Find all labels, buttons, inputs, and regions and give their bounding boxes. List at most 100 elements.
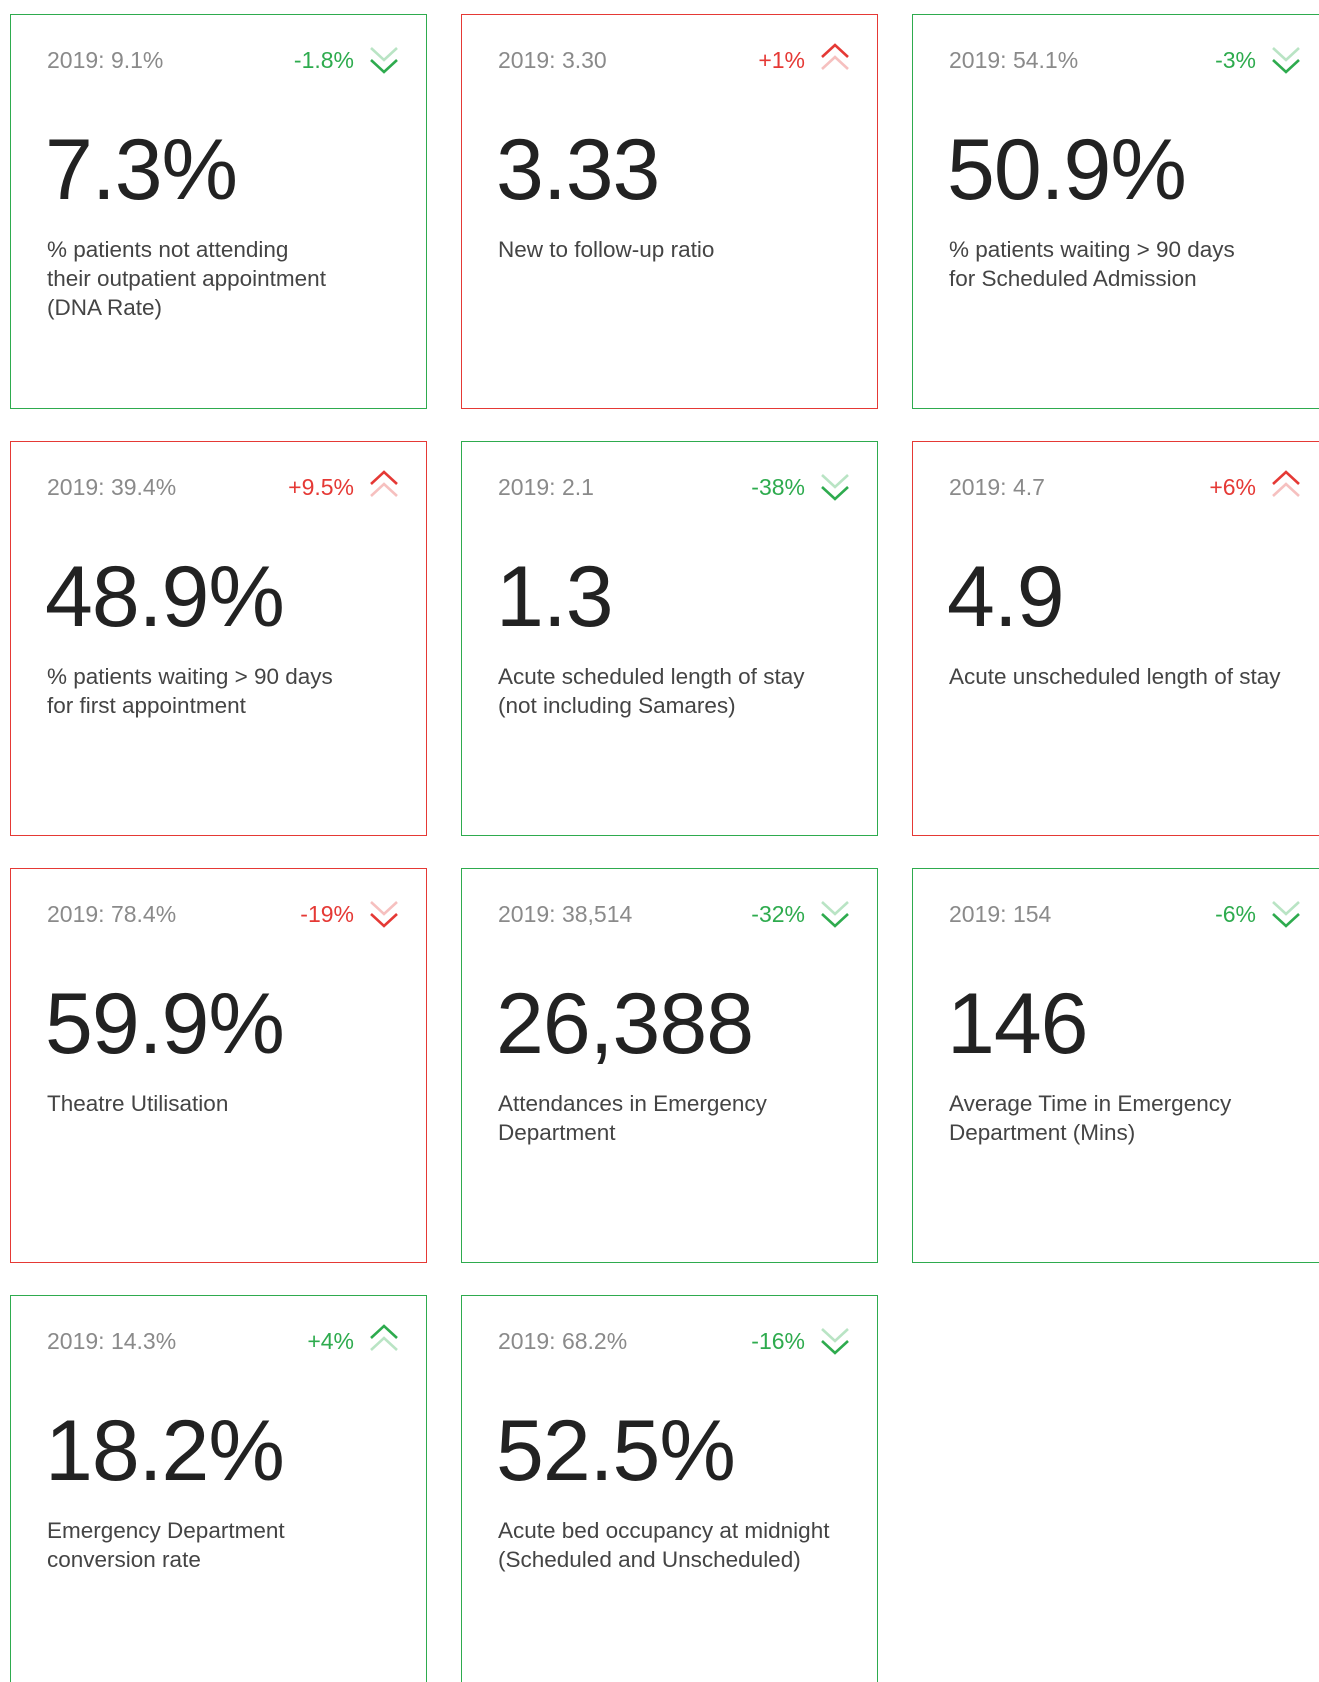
kpi-value: 4.9 [947, 549, 1065, 645]
chevron [1272, 913, 1300, 928]
chevron [1272, 901, 1300, 916]
label-line: for first appointment [47, 693, 246, 718]
label-line: (DNA Rate) [47, 295, 163, 320]
kpi-card: 2019: 78.4% -19% 59.9% Theatre Utilisation [10, 868, 427, 1263]
change-text: -32% [751, 901, 805, 927]
chevron [370, 47, 398, 62]
kpi-value: 146 [947, 976, 1088, 1072]
chevron [821, 486, 849, 501]
chevron [1272, 482, 1300, 497]
kpi-label: % patients waiting > 90 days for first ap… [47, 662, 333, 720]
label-line: Theatre Utilisation [47, 1091, 229, 1116]
baseline-text: 2019: 38,514 [498, 901, 633, 927]
change-text: -38% [751, 474, 805, 500]
baseline-text: 2019: 54.1% [949, 47, 1079, 73]
trend-arrow [370, 47, 398, 74]
chevron [370, 470, 398, 485]
kpi-label: Attendances in Emergency Department [498, 1089, 767, 1147]
trend-arrow [821, 901, 849, 928]
chevron [1272, 59, 1300, 74]
kpi-label: % patients waiting > 90 days for Schedule… [949, 235, 1235, 293]
kpi-label: Acute unscheduled length of stay [949, 662, 1280, 691]
label-line: % patients waiting > 90 days [949, 237, 1235, 262]
label-line: Attendances in Emergency [498, 1091, 767, 1116]
kpi-value: 7.3% [45, 122, 238, 218]
label-line: New to follow-up ratio [498, 237, 715, 262]
change-text: -1.8% [293, 47, 354, 73]
label-line: for Scheduled Admission [949, 266, 1197, 291]
chevron [370, 1336, 398, 1351]
chevron [370, 1324, 398, 1339]
kpi-value: 52.5% [496, 1403, 736, 1499]
label-line: Department [498, 1120, 616, 1145]
label-line: Average Time in Emergency [949, 1091, 1232, 1116]
label-line: (Scheduled and Unscheduled) [498, 1547, 801, 1572]
kpi-card: 2019: 4.7 +6% 4.9 Acute unscheduled length … [912, 441, 1319, 836]
chevron [821, 913, 849, 928]
chevron [370, 913, 398, 928]
chevron [821, 901, 849, 916]
trend-arrow [1272, 901, 1300, 928]
baseline-text: 2019: 39.4% [47, 474, 177, 500]
label-line: % patients waiting > 90 days [47, 664, 333, 689]
label-line: their outpatient appointment [47, 266, 326, 291]
trend-arrow [821, 1328, 849, 1355]
change-text: -3% [1215, 47, 1256, 73]
label-line: conversion rate [47, 1547, 201, 1572]
kpi-card: 2019: 2.1 -38% 1.3 Acute scheduled length o… [461, 441, 878, 836]
kpi-label: Theatre Utilisation [47, 1089, 228, 1118]
kpi-card: 2019: 154 -6% 146 Average Time in Emergency… [912, 868, 1319, 1263]
kpi-value: 59.9% [45, 976, 285, 1072]
baseline-text: 2019: 9.1% [47, 47, 164, 73]
kpi-label: Acute scheduled length of stay (not inclu… [498, 662, 804, 720]
chevron [821, 474, 849, 489]
change-text: +6% [1209, 474, 1256, 500]
label-line: Acute bed occupancy at midnight [498, 1518, 830, 1543]
chevron [821, 1328, 849, 1343]
chevron [1272, 470, 1300, 485]
kpi-card: 2019: 14.3% +4% 18.2% Emergency Department c… [10, 1295, 427, 1682]
chevron [1272, 47, 1300, 62]
chevron [821, 43, 849, 58]
kpi-card: 2019: 68.2% -16% 52.5% Acute bed occupancy … [461, 1295, 878, 1682]
kpi-value: 18.2% [45, 1403, 285, 1499]
label-line: Emergency Department [47, 1518, 285, 1543]
kpi-value: 26,388 [496, 976, 754, 1072]
change-text: +9.5% [288, 474, 354, 500]
chevron [821, 55, 849, 70]
chevron [370, 901, 398, 916]
label-line: Acute scheduled length of stay [498, 664, 805, 689]
trend-arrow [370, 1324, 398, 1351]
label-line: Acute unscheduled length of stay [949, 664, 1281, 689]
trend-arrow [370, 901, 398, 928]
baseline-text: 2019: 14.3% [47, 1328, 177, 1354]
label-line: % patients not attending [47, 237, 289, 262]
baseline-text: 2019: 2.1 [498, 474, 594, 500]
kpi-card: 2019: 54.1% -3% 50.9% % patients waiting > … [912, 14, 1319, 409]
kpi-value: 50.9% [947, 122, 1187, 218]
baseline-text: 2019: 4.7 [949, 474, 1045, 500]
kpi-value: 3.33 [496, 122, 660, 218]
trend-arrow [1272, 47, 1300, 74]
kpi-value: 48.9% [45, 549, 285, 645]
trend-arrow [821, 474, 849, 501]
kpi-label: Emergency Department conversion rate [47, 1516, 285, 1574]
kpi-card: 2019: 39.4% +9.5% 48.9% % patients waiting … [10, 441, 427, 836]
kpi-label: % patients not attending their outpatient… [47, 235, 326, 322]
chevron [821, 1340, 849, 1355]
baseline-text: 2019: 78.4% [47, 901, 177, 927]
kpi-value: 1.3 [496, 549, 614, 645]
kpi-card: 2019: 38,514 -32% 26,388 Attendances in Eme… [461, 868, 878, 1263]
change-text: +1% [758, 47, 805, 73]
label-line: Department (Mins) [949, 1120, 1136, 1145]
change-text: -16% [751, 1328, 805, 1354]
kpi-label: Acute bed occupancy at midnight (Schedule… [498, 1516, 829, 1574]
trend-arrow [821, 43, 849, 70]
change-text: -19% [300, 901, 354, 927]
label-line: (not including Samares) [498, 693, 736, 718]
kpi-label: Average Time in Emergency Department (Min… [949, 1089, 1231, 1147]
kpi-card: 2019: 9.1% -1.8% 7.3% % patients not attend… [10, 14, 427, 409]
baseline-text: 2019: 154 [949, 901, 1052, 927]
